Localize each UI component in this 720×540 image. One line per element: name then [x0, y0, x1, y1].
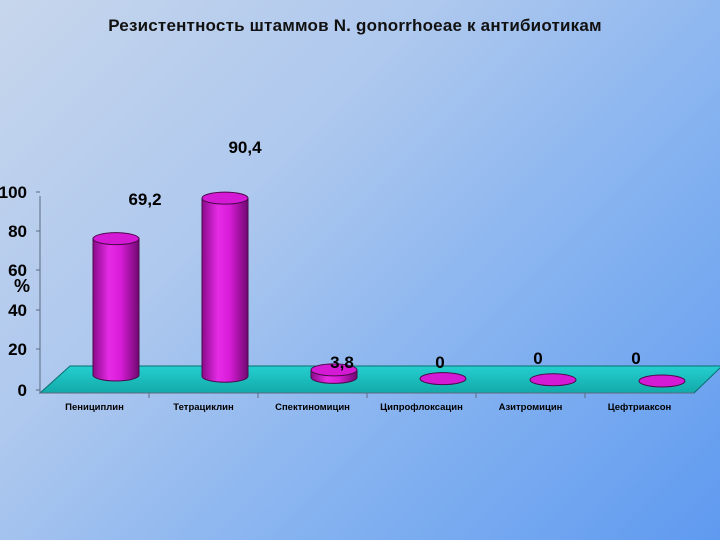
bar-top [529, 373, 577, 387]
bar-body [92, 238, 140, 382]
bar [201, 191, 249, 383]
bar [529, 373, 577, 387]
bar-top [310, 363, 358, 377]
data-label: 0 [435, 353, 444, 372]
y-tick-label: 80 [8, 222, 27, 241]
bar [92, 232, 140, 382]
data-label: 0 [631, 349, 640, 368]
x-category-label: Пенициплин [65, 402, 124, 413]
data-label: 90,4 [228, 138, 262, 157]
bar-top [201, 191, 249, 205]
x-category-label: Спектиномицин [275, 402, 350, 413]
data-label: 69,2 [128, 190, 161, 209]
y-tick-label: 20 [8, 340, 27, 359]
chart-floor [38, 365, 720, 394]
x-category-label: Цефтриаксон [608, 402, 672, 413]
bar [419, 372, 467, 386]
y-tick-label: 40 [8, 301, 27, 320]
x-category-label: Тетрациклин [173, 402, 234, 413]
x-category-label: Азитромицин [499, 402, 563, 413]
bar-top [92, 232, 140, 246]
y-tick-label: 0 [18, 381, 27, 400]
chart-title: Резистентность штаммов N. gonorrhoeae к … [108, 16, 602, 35]
bar-top [419, 372, 467, 386]
bar-top [638, 374, 686, 388]
data-label: 3,8 [330, 353, 354, 372]
x-category-label: Ципрофлоксацин [380, 402, 463, 413]
bar [638, 374, 686, 388]
bar-body [201, 197, 249, 383]
y-tick-label: 60 [8, 261, 27, 280]
data-label: 0 [533, 349, 542, 368]
bar [310, 363, 358, 384]
y-tick-label: 100 [0, 183, 27, 202]
y-axis-label: % [14, 276, 30, 296]
